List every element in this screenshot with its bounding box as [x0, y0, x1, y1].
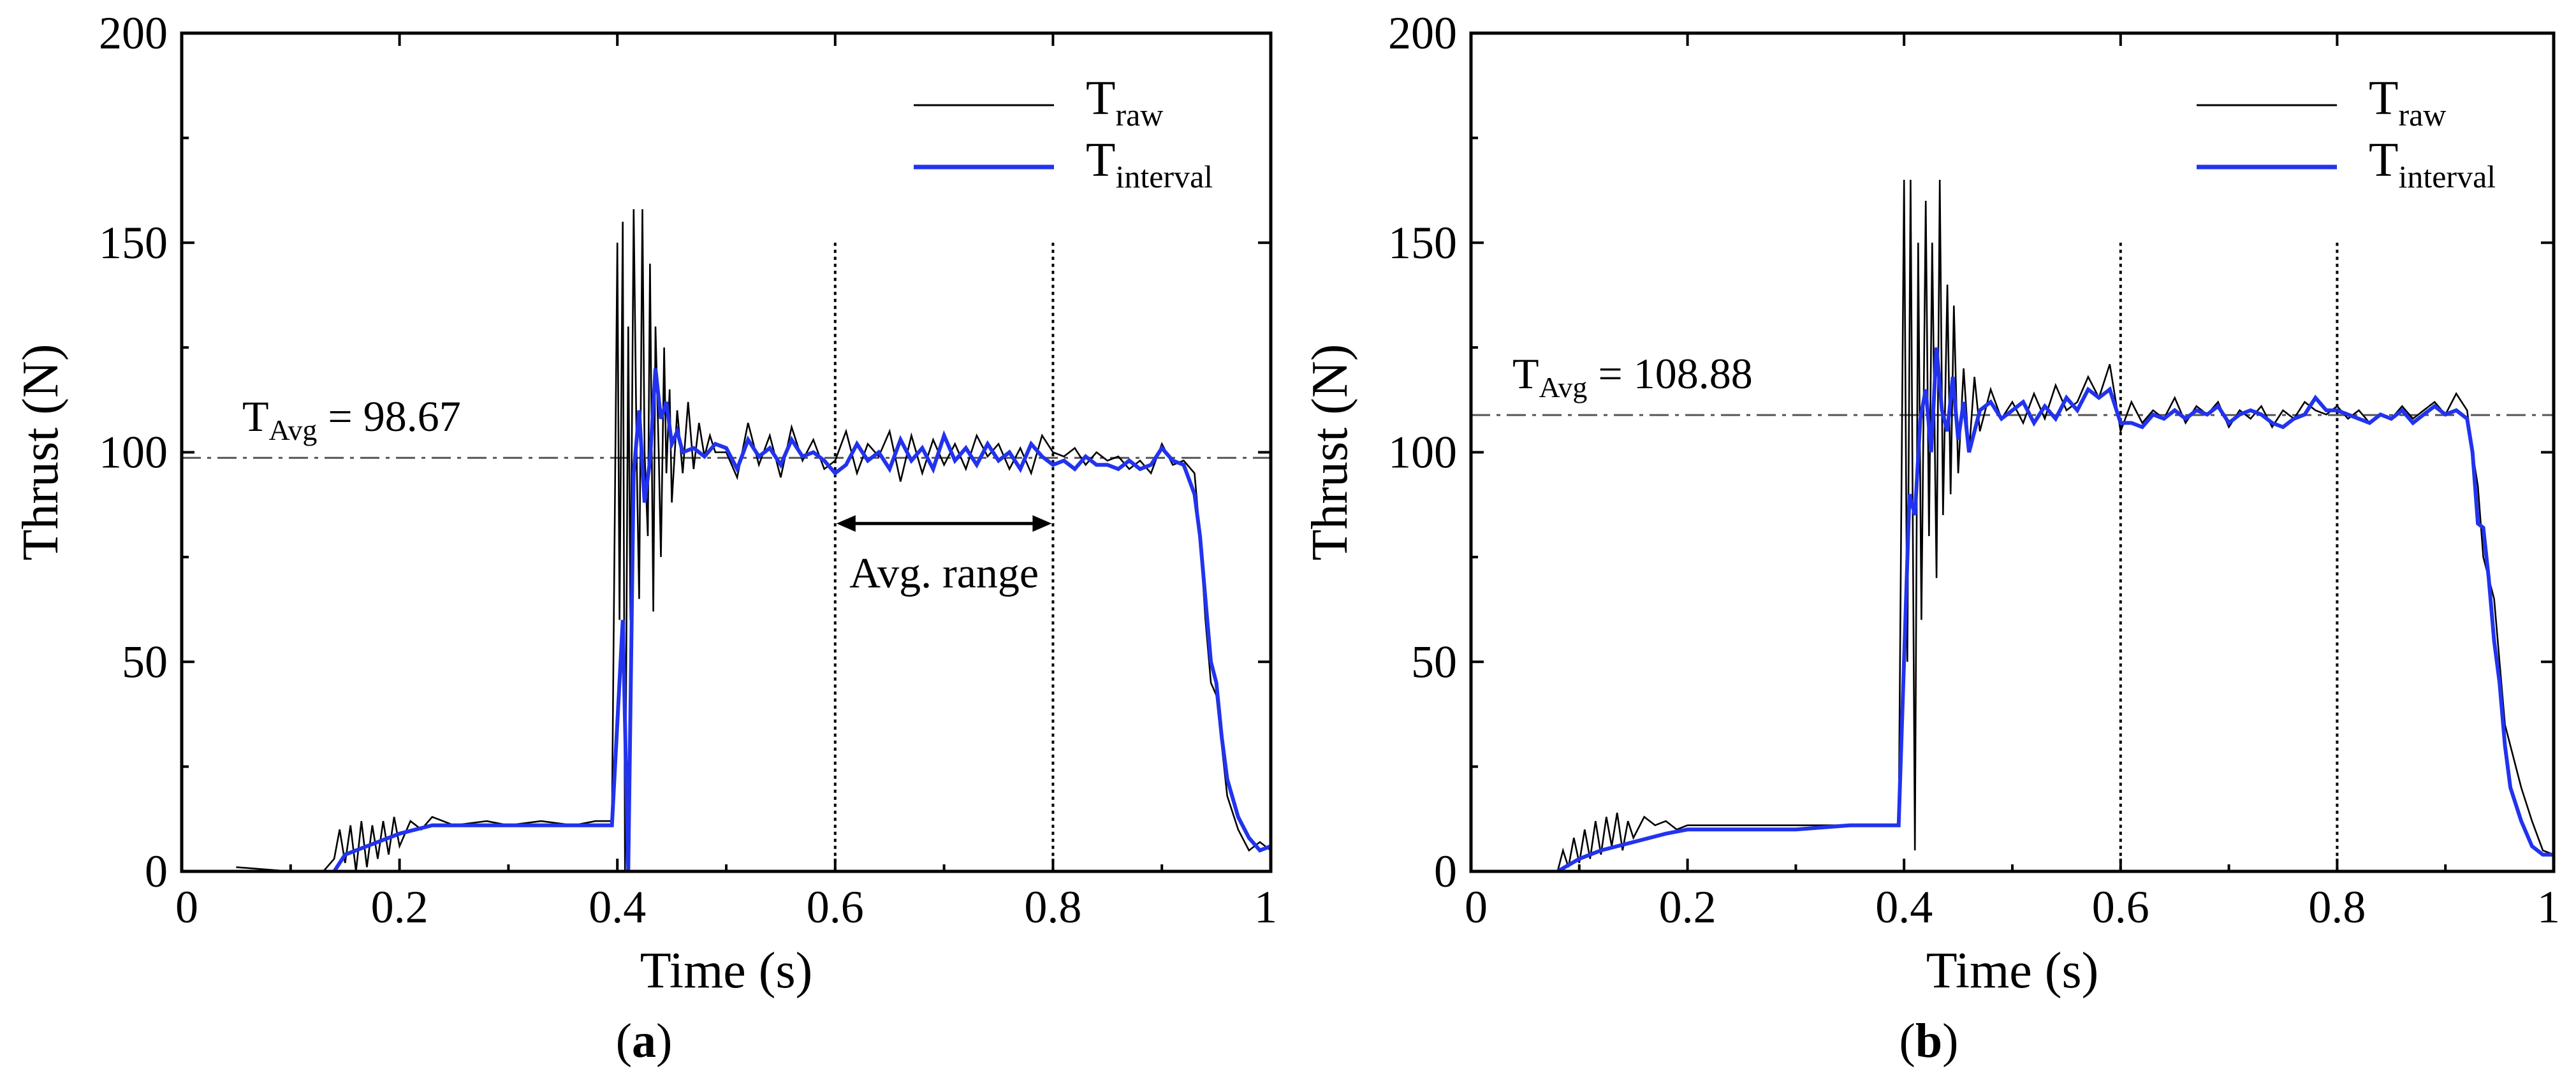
y-axis-title: Thrust (N) — [13, 344, 69, 561]
y-tick-label: 0 — [145, 846, 168, 897]
panel-b: 0 0.2 0.4 0.6 0.8 1 0 50 100 150 200 Time (s) Thrust… — [1302, 8, 2560, 1068]
average-label-subscript: Avg — [269, 414, 318, 446]
legend-subscript: raw — [2398, 97, 2446, 133]
average-label-subscript: Avg — [1539, 371, 1588, 404]
caption-letter: b — [1915, 1014, 1942, 1068]
x-tick-label: 0.4 — [589, 882, 646, 933]
series-line-t-raw — [236, 209, 1271, 873]
caption-open: ( — [616, 1014, 632, 1068]
x-tick-label: 0.2 — [371, 882, 428, 933]
y-tick-label: 150 — [99, 217, 168, 268]
y-tick-label: 100 — [1388, 427, 1457, 478]
y-tick-label: 50 — [1411, 636, 1457, 687]
x-axis-title: Time (s) — [640, 943, 812, 999]
caption-letter: a — [632, 1014, 656, 1068]
legend-label-interval: Tinterval — [2369, 133, 2496, 194]
x-tick-label: 0.8 — [1024, 882, 1081, 933]
panel-caption: (b) — [1899, 1014, 1959, 1068]
x-tick-label: 0.8 — [2308, 882, 2366, 933]
y-tick-label: 100 — [99, 427, 168, 478]
average-label-value: = 108.88 — [1587, 349, 1752, 398]
caption-close: ) — [656, 1014, 672, 1068]
range-arrow-head-left — [836, 515, 856, 532]
x-tick-label: 0.6 — [2092, 882, 2149, 933]
average-label-main: T — [1512, 349, 1539, 398]
range-arrow-head-right — [1032, 515, 1052, 532]
average-label: TAvg = 98.67 — [242, 392, 461, 446]
legend-main: T — [1086, 133, 1115, 187]
average-label-value: = 98.67 — [317, 392, 460, 440]
legend-subscript: interval — [2398, 159, 2496, 194]
legend-subscript: interval — [1115, 159, 1213, 194]
average-label: TAvg = 108.88 — [1512, 349, 1753, 404]
y-tick-label: 150 — [1388, 217, 1457, 268]
y-tick-label: 200 — [99, 8, 168, 59]
legend-label-interval: Tinterval — [1086, 133, 1213, 194]
caption-close: ) — [1942, 1014, 1958, 1068]
caption-open: ( — [1899, 1014, 1915, 1068]
panel-caption: (a) — [616, 1014, 673, 1068]
x-tick-label: 0 — [1465, 882, 1488, 933]
x-tick-label: 0 — [175, 882, 198, 933]
range-label: Avg. range — [849, 548, 1039, 597]
series-line-t-interval — [332, 368, 1272, 873]
panel-a: 0 0.2 0.4 0.6 0.8 1 0 50 100 150 200 Time (s) Thrust… — [13, 8, 1277, 1068]
legend-main: T — [1086, 71, 1115, 125]
y-axis-title: Thrust (N) — [1302, 344, 1358, 561]
legend-subscript: raw — [1115, 97, 1163, 133]
legend-main: T — [2369, 133, 2398, 187]
x-tick-label: 1 — [2537, 882, 2560, 933]
legend-label-raw: Traw — [2369, 71, 2446, 133]
legend-main: T — [2369, 71, 2398, 125]
x-tick-label: 0.2 — [1659, 882, 1716, 933]
y-tick-label: 200 — [1388, 8, 1457, 59]
x-tick-label: 0.4 — [1875, 882, 1933, 933]
series-line-t-raw — [1493, 180, 2554, 873]
y-tick-label: 50 — [122, 636, 168, 687]
x-axis-title: Time (s) — [1926, 943, 2098, 999]
x-tick-label: 1 — [1254, 882, 1277, 933]
legend-label-raw: Traw — [1086, 71, 1163, 133]
average-label-main: T — [242, 392, 269, 440]
y-tick-label: 0 — [1434, 846, 1457, 897]
series-line-t-interval — [1556, 347, 2554, 873]
x-tick-label: 0.6 — [807, 882, 864, 933]
